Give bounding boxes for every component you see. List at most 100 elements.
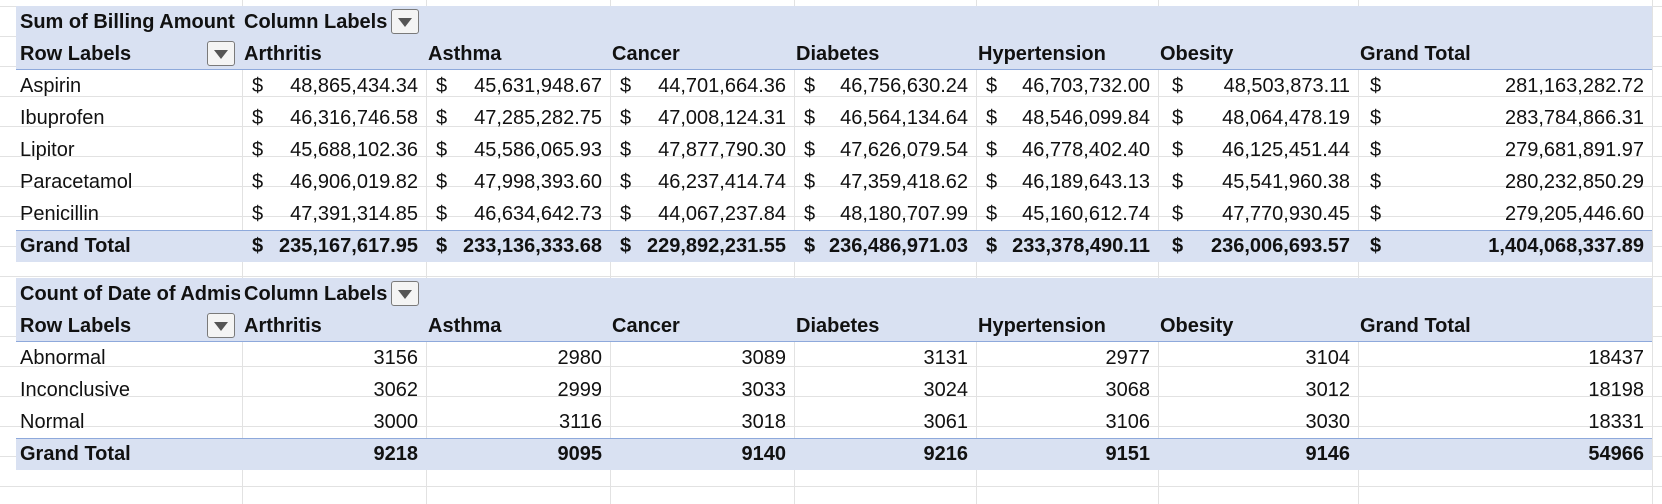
row-label[interactable]: Lipitor <box>20 139 75 161</box>
table-cell[interactable]: 3089 <box>741 347 787 369</box>
column-header-cancer[interactable]: Cancer <box>612 315 680 337</box>
grand-total-value[interactable]: 9216 <box>923 443 969 465</box>
table-cell[interactable]: 46,703,732.00 <box>1022 75 1150 97</box>
table-row[interactable]: Abnormal 3156 2980 3089 3131 2977 3104 18437 <box>16 342 1652 374</box>
column-filter-dropdown-button[interactable] <box>391 281 419 306</box>
table-cell[interactable]: 47,359,418.62 <box>840 171 968 193</box>
table-cell[interactable]: 281,163,282.72 <box>1504 75 1644 97</box>
table-cell[interactable]: 45,688,102.36 <box>290 139 418 161</box>
grand-total-value[interactable]: 1,404,068,337.89 <box>1488 235 1644 257</box>
row-label[interactable]: Normal <box>20 411 85 433</box>
table-cell[interactable]: 283,784,866.31 <box>1504 107 1644 129</box>
column-header-cancer[interactable]: Cancer <box>612 43 680 65</box>
grand-total-value[interactable]: 9095 <box>557 443 603 465</box>
row-filter-dropdown-button[interactable] <box>207 313 235 338</box>
table-row[interactable]: Inconclusive 3062 2999 3033 3024 3068 3012 1819… <box>16 374 1652 406</box>
grand-total-row[interactable]: Grand Total $235,167,617.95 $233,136,333.6… <box>16 230 1652 262</box>
row-label[interactable]: Abnormal <box>20 347 106 369</box>
table-row[interactable]: Ibuprofen $46,316,746.58 $47,285,282.75 $47… <box>16 102 1652 134</box>
table-row[interactable]: Normal 3000 3116 3018 3061 3106 3030 18331 <box>16 406 1652 438</box>
table-cell[interactable]: 18198 <box>1588 379 1644 401</box>
column-header-hypertension[interactable]: Hypertension <box>978 43 1106 65</box>
row-label[interactable]: Paracetamol <box>20 171 133 193</box>
row-label[interactable]: Inconclusive <box>20 379 131 401</box>
table-cell[interactable]: 279,681,891.97 <box>1504 139 1644 161</box>
grand-total-value[interactable]: 233,136,333.68 <box>462 235 602 257</box>
grand-total-value[interactable]: 54966 <box>1588 443 1644 465</box>
table-cell[interactable]: 46,125,451.44 <box>1222 139 1350 161</box>
table-cell[interactable]: 2977 <box>1105 347 1151 369</box>
table-cell[interactable]: 3062 <box>373 379 419 401</box>
grand-total-value[interactable]: 236,006,693.57 <box>1210 235 1350 257</box>
grand-total-value[interactable]: 9218 <box>373 443 419 465</box>
column-header-diabetes[interactable]: Diabetes <box>796 43 880 65</box>
table-cell[interactable]: 18437 <box>1588 347 1644 369</box>
grand-total-label[interactable]: Grand Total <box>20 235 131 257</box>
table-cell[interactable]: 46,189,643.13 <box>1022 171 1150 193</box>
table-cell[interactable]: 2980 <box>557 347 603 369</box>
table-row[interactable]: Paracetamol $46,906,019.82 $47,998,393.60 $… <box>16 166 1652 198</box>
table-cell[interactable]: 3061 <box>923 411 969 433</box>
column-header-obesity[interactable]: Obesity <box>1160 43 1234 65</box>
table-cell[interactable]: 44,701,664.36 <box>658 75 786 97</box>
table-cell[interactable]: 48,865,434.34 <box>290 75 418 97</box>
table-cell[interactable]: 3024 <box>923 379 969 401</box>
table-cell[interactable]: 47,770,930.45 <box>1222 203 1350 225</box>
table-cell[interactable]: 3030 <box>1305 411 1351 433</box>
grand-total-value[interactable]: 235,167,617.95 <box>278 235 418 257</box>
table-cell[interactable]: 45,541,960.38 <box>1222 171 1350 193</box>
column-header-arthritis[interactable]: Arthritis <box>244 315 322 337</box>
table-cell[interactable]: 280,232,850.29 <box>1504 171 1644 193</box>
table-cell[interactable]: 45,586,065.93 <box>474 139 602 161</box>
table-cell[interactable]: 3018 <box>741 411 787 433</box>
table-cell[interactable]: 46,778,402.40 <box>1022 139 1150 161</box>
table-cell[interactable]: 46,906,019.82 <box>290 171 418 193</box>
table-cell[interactable]: 47,391,314.85 <box>290 203 418 225</box>
row-label[interactable]: Ibuprofen <box>20 107 105 129</box>
value-field-label[interactable]: Sum of Billing Amount <box>20 11 235 33</box>
table-row[interactable]: Aspirin $48,865,434.34 $45,631,948.67 $44,7… <box>16 70 1652 102</box>
table-cell[interactable]: 47,877,790.30 <box>658 139 786 161</box>
table-cell[interactable]: 46,756,630.24 <box>840 75 968 97</box>
table-cell[interactable]: 47,285,282.75 <box>474 107 602 129</box>
table-cell[interactable]: 3116 <box>558 411 602 433</box>
column-header-obesity[interactable]: Obesity <box>1160 315 1234 337</box>
table-cell[interactable]: 45,631,948.67 <box>474 75 602 97</box>
column-header-arthritis[interactable]: Arthritis <box>244 43 322 65</box>
table-cell[interactable]: 48,503,873.11 <box>1223 75 1350 97</box>
table-cell[interactable]: 279,205,446.60 <box>1504 203 1644 225</box>
table-cell[interactable]: 48,546,099.84 <box>1022 107 1150 129</box>
table-cell[interactable]: 46,634,642.73 <box>474 203 602 225</box>
table-row[interactable]: Lipitor $45,688,102.36 $45,586,065.93 $47,8… <box>16 134 1652 166</box>
column-header-grand-total[interactable]: Grand Total <box>1360 315 1471 337</box>
value-field-label[interactable]: Count of Date of Admis <box>20 283 240 305</box>
table-cell[interactable]: 46,237,414.74 <box>658 171 786 193</box>
grand-total-value[interactable]: 9151 <box>1105 443 1151 465</box>
row-label[interactable]: Penicillin <box>20 203 99 225</box>
table-cell[interactable]: 45,160,612.74 <box>1022 203 1150 225</box>
table-cell[interactable]: 3000 <box>373 411 419 433</box>
table-cell[interactable]: 46,564,134.64 <box>840 107 968 129</box>
column-header-grand-total[interactable]: Grand Total <box>1360 43 1471 65</box>
grand-total-label[interactable]: Grand Total <box>20 443 131 465</box>
grand-total-row[interactable]: Grand Total 9218 9095 9140 9216 9151 9146 54966 <box>16 438 1652 470</box>
column-header-hypertension[interactable]: Hypertension <box>978 315 1106 337</box>
table-cell[interactable]: 3156 <box>373 347 419 369</box>
table-cell[interactable]: 48,180,707.99 <box>840 203 968 225</box>
table-cell[interactable]: 47,998,393.60 <box>474 171 602 193</box>
column-header-asthma[interactable]: Asthma <box>428 315 502 337</box>
grand-total-value[interactable]: 9146 <box>1305 443 1351 465</box>
grand-total-value[interactable]: 229,892,231.55 <box>646 235 786 257</box>
table-cell[interactable]: 3033 <box>741 379 787 401</box>
column-filter-dropdown-button[interactable] <box>391 9 419 34</box>
column-header-diabetes[interactable]: Diabetes <box>796 315 880 337</box>
row-filter-dropdown-button[interactable] <box>207 41 235 66</box>
table-cell[interactable]: 3068 <box>1105 379 1151 401</box>
table-cell[interactable]: 48,064,478.19 <box>1222 107 1350 129</box>
grand-total-value[interactable]: 233,378,490.11 <box>1012 235 1150 257</box>
table-cell[interactable]: 18331 <box>1588 411 1644 433</box>
grand-total-value[interactable]: 9140 <box>741 443 787 465</box>
table-row[interactable]: Penicillin $47,391,314.85 $46,634,642.73 $4… <box>16 198 1652 230</box>
row-label[interactable]: Aspirin <box>20 75 82 97</box>
table-cell[interactable]: 47,008,124.31 <box>658 107 786 129</box>
